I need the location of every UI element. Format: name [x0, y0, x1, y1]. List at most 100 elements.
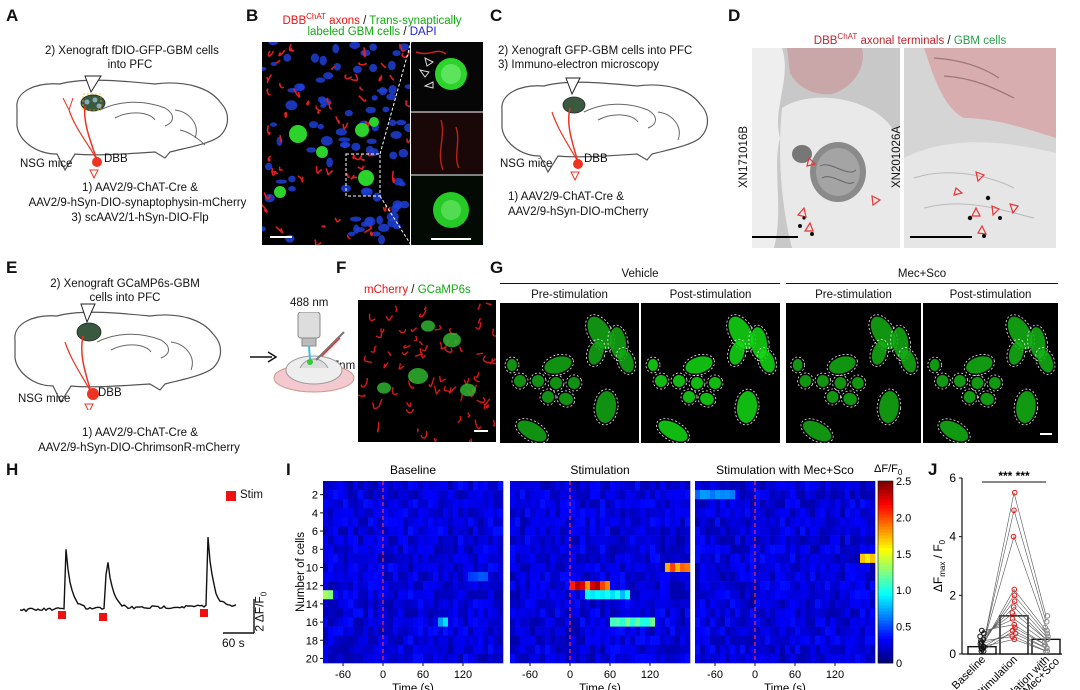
heatmap-cell — [710, 635, 716, 646]
heatmap-cell — [438, 499, 444, 509]
heatmap-cell — [585, 581, 591, 591]
heatmap-cell — [605, 635, 611, 646]
heatmap-cell — [625, 572, 631, 582]
heatmap-cell — [555, 490, 561, 500]
heatmap-cell — [478, 562, 484, 573]
heatmap-cell — [530, 635, 536, 646]
heatmap-cell — [398, 562, 404, 573]
heatmap-cell — [398, 608, 404, 618]
heatmap-cell — [650, 635, 656, 646]
heatmap-cell — [438, 544, 444, 555]
heatmap-cell — [368, 562, 374, 573]
heatmap-cell — [755, 508, 761, 518]
heatmap-cell — [510, 608, 516, 618]
heatmap-cell — [655, 590, 661, 600]
heatmap-cell — [665, 626, 671, 636]
heatmap-cell — [805, 617, 811, 627]
colorbar-segment — [878, 578, 893, 582]
heatmap-cell — [845, 553, 851, 564]
heatmap-cell — [660, 535, 666, 545]
heatmap-cell — [585, 499, 591, 509]
heatmap-cell — [463, 617, 469, 627]
heatmap-cell — [790, 544, 796, 555]
heatmap-cell — [620, 644, 626, 655]
heatmap-cell — [610, 653, 616, 664]
heatmap-cell — [770, 599, 776, 609]
heatmap-cell — [353, 653, 359, 664]
heatmap-cell — [353, 572, 359, 582]
heatmap-cell — [750, 544, 756, 555]
heatmap-cell — [725, 626, 731, 636]
heatmap-cell — [353, 644, 359, 655]
panel-g-mecsco-post-svg — [927, 314, 1056, 443]
heatmap-cell — [655, 517, 661, 527]
heatmap-cell — [775, 653, 781, 664]
heatmap-cell — [373, 581, 379, 591]
heatmap-cell — [555, 535, 561, 545]
heatmap-cell — [720, 572, 726, 582]
heatmap-cell — [605, 544, 611, 555]
heatmap-cell — [605, 526, 611, 536]
heatmap-cell — [323, 526, 329, 536]
heatmap-cell — [418, 653, 424, 664]
heatmap-cell — [705, 572, 711, 582]
heatmap-cell — [815, 599, 821, 609]
heatmap-cell — [650, 517, 656, 527]
heatmap-cell — [750, 562, 756, 573]
heatmap-cell — [515, 608, 521, 618]
heatmap-cell — [530, 617, 536, 627]
heatmap-cell — [795, 553, 801, 564]
heatmap-cell — [745, 481, 751, 491]
heatmap-cell — [740, 490, 746, 500]
x-tick-label: 0 — [752, 669, 758, 681]
heatmap-cell — [610, 617, 616, 627]
heatmap-cell — [780, 490, 786, 500]
heatmap-cell — [463, 581, 469, 591]
heatmap-cell — [535, 553, 541, 564]
heatmap-cell — [570, 644, 576, 655]
heatmap-cell — [680, 644, 686, 655]
heatmap-cell — [535, 599, 541, 609]
heatmap-cell — [525, 508, 531, 518]
heatmap-cell — [730, 599, 736, 609]
heatmap-cell — [323, 562, 329, 573]
heatmap-cell — [815, 481, 821, 491]
heatmap-cell — [358, 508, 364, 518]
heatmap-cell — [383, 508, 389, 518]
heatmap-cell — [780, 653, 786, 664]
heatmap-cell — [775, 553, 781, 564]
heatmap-cell — [393, 608, 399, 618]
heatmap-cell — [565, 535, 571, 545]
heatmap-cell — [585, 608, 591, 618]
heatmap-cell — [575, 535, 581, 545]
heatmap-cell — [368, 653, 374, 664]
heatmap-cell — [520, 499, 526, 509]
heatmap-cell — [675, 617, 681, 627]
heatmap-cell — [795, 608, 801, 618]
heatmap-cell — [343, 553, 349, 564]
data-point — [1012, 630, 1019, 637]
heatmap-cell — [840, 635, 846, 646]
heatmap-cell — [353, 562, 359, 573]
heatmap-cell — [705, 581, 711, 591]
heatmap-cell — [710, 608, 716, 618]
heatmap-cell — [810, 617, 816, 627]
heatmap-cell — [865, 644, 871, 655]
heatmap-cell — [570, 635, 576, 646]
heatmap-cell — [373, 608, 379, 618]
heatmap-cell — [515, 644, 521, 655]
heatmap-cell — [700, 572, 706, 582]
heatmap-cell — [525, 544, 531, 555]
heatmap-cell — [493, 544, 499, 555]
heatmap-cell — [443, 517, 449, 527]
heatmap-cell — [695, 499, 701, 509]
heatmap-cell — [830, 626, 836, 636]
heatmap-cell — [565, 553, 571, 564]
heatmap-cell — [630, 499, 636, 509]
heatmap-cell — [845, 544, 851, 555]
heatmap-cell — [580, 653, 586, 664]
heatmap-cell — [418, 599, 424, 609]
panel-f-micrograph — [358, 300, 496, 442]
heatmap-cell — [580, 562, 586, 573]
heatmap-cell — [645, 635, 651, 646]
